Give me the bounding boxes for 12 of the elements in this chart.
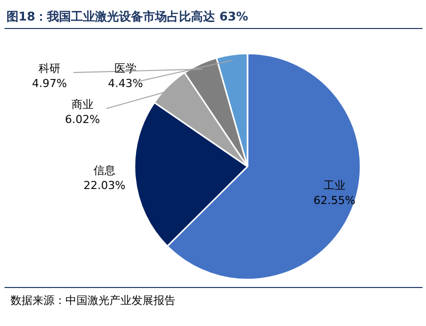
data-label: 6.02% [65,113,100,126]
slice-label: 医学 [114,62,136,75]
source-note: 数据来源：中国激光产业发展报告 [10,294,176,307]
slice-label: 工业 [324,179,346,192]
chart-title: 图18：我国工业激光设备市场占比高达 63% [6,10,248,24]
data-label: 4.97% [32,77,67,90]
slice-label: 信息 [94,164,116,177]
data-label: 22.03% [84,179,126,192]
data-label: 62.55% [314,194,356,207]
slice-label: 科研 [38,62,60,75]
data-label: 4.43% [108,77,143,90]
slice-label: 商业 [72,98,94,111]
